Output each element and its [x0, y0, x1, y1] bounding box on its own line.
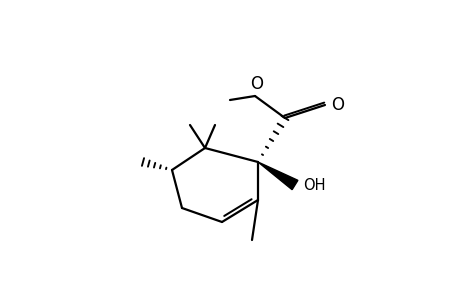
Text: OH: OH — [302, 178, 325, 193]
Polygon shape — [257, 162, 297, 190]
Text: O: O — [250, 75, 263, 93]
Text: O: O — [330, 96, 343, 114]
